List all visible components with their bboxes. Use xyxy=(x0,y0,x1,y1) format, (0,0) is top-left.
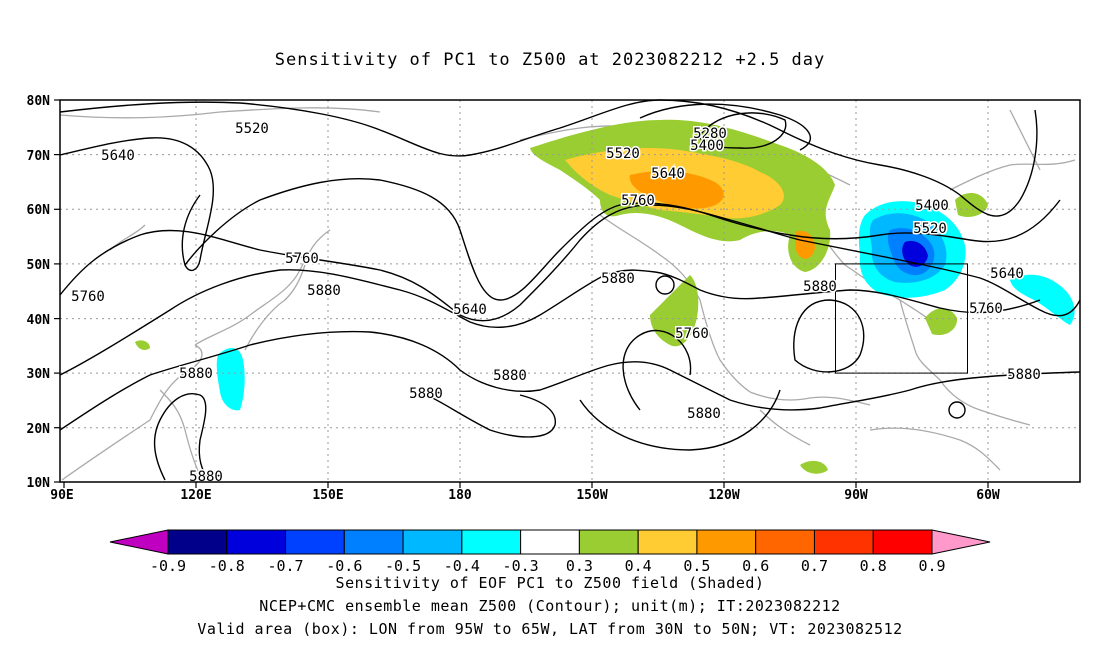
contour-label: 5880 xyxy=(493,368,527,384)
colorbar-label: -0.5 xyxy=(385,557,421,575)
lon-label: 180 xyxy=(448,488,472,503)
contour-label: 5520 xyxy=(913,221,947,237)
lat-label: 10N xyxy=(27,476,51,491)
contour-label: 5640 xyxy=(453,302,487,318)
lon-label: 120W xyxy=(708,488,739,503)
contour-label: 5880 xyxy=(409,386,443,402)
colorbar-label: 0.3 xyxy=(566,557,593,575)
lon-label: 120E xyxy=(180,488,211,503)
contour-label: 5400 xyxy=(690,138,724,154)
contour-label: 5760 xyxy=(71,289,105,305)
grid-lines xyxy=(60,100,1080,482)
colorbar-label: -0.8 xyxy=(209,557,245,575)
contour-label: 5760 xyxy=(285,251,319,267)
lon-label: 60W xyxy=(976,488,1000,503)
caption-valid-area: Valid area (box): LON from 95W to 65W, L… xyxy=(197,620,903,638)
colorbar-label: 0.4 xyxy=(625,557,652,575)
colorbar-swatch xyxy=(343,529,404,555)
colorbar-swatch xyxy=(226,529,287,555)
lat-label: 40N xyxy=(27,313,51,328)
contour-label: 5760 xyxy=(621,193,655,209)
colorbar-label: 0.9 xyxy=(918,557,945,575)
lon-label: 150E xyxy=(312,488,343,503)
lat-label: 20N xyxy=(27,422,51,437)
contour-label: 5640 xyxy=(651,166,685,182)
lon-label: 90E xyxy=(50,488,73,503)
lon-label: 90W xyxy=(844,488,868,503)
colorbar-swatch xyxy=(637,529,698,555)
colorbar-label: 0.6 xyxy=(742,557,769,575)
sensitivity-shading xyxy=(135,119,1075,474)
lon-label: 150W xyxy=(576,488,607,503)
colorbar-label: 0.8 xyxy=(860,557,887,575)
valid-area-box xyxy=(835,263,968,374)
colorbar-swatch xyxy=(578,529,639,555)
contour-label: 5760 xyxy=(969,301,1003,317)
contour-label: 5520 xyxy=(235,121,269,137)
colorbar-swatch xyxy=(520,529,580,555)
colorbar-arrow-left xyxy=(109,529,169,555)
contour-label: 5880 xyxy=(179,366,213,382)
colorbar-label: -0.9 xyxy=(150,557,186,575)
colorbar-swatch xyxy=(872,529,933,555)
contour-label: 5880 xyxy=(307,283,341,299)
colorbar-swatch xyxy=(167,529,228,555)
colorbar-swatch xyxy=(285,529,345,555)
lat-label: 70N xyxy=(27,149,51,164)
caption-contour: NCEP+CMC ensemble mean Z500 (Contour); u… xyxy=(259,597,841,615)
lat-label: 50N xyxy=(27,258,51,273)
colorbar-arrow-right xyxy=(931,529,991,555)
colorbar-label: -0.4 xyxy=(444,557,480,575)
map-frame xyxy=(59,99,1081,483)
colorbar-swatch xyxy=(696,529,757,555)
colorbar-swatch xyxy=(461,529,522,555)
plot-title: Sensitivity of PC1 to Z500 at 2023082212… xyxy=(274,50,826,70)
contour-label: 5880 xyxy=(687,406,721,422)
contour-label: 5520 xyxy=(606,146,640,162)
contour-label: 5640 xyxy=(990,266,1024,282)
colorbar-label: -0.7 xyxy=(267,557,303,575)
contour-label: 5640 xyxy=(101,148,135,164)
colorbar-swatch xyxy=(813,529,874,555)
contour-label: 5880 xyxy=(601,271,635,287)
caption-shaded: Sensitivity of EOF PC1 to Z500 field (Sh… xyxy=(335,574,765,592)
lat-label: 60N xyxy=(27,203,51,218)
contour-label: 5400 xyxy=(915,198,949,214)
colorbar-label: -0.3 xyxy=(503,557,539,575)
colorbar: -0.9 -0.8 -0.7 -0.6 -0.5 -0.4 -0.3 0.3 0.4 0.5 0.6… xyxy=(109,529,991,575)
colorbar-swatch xyxy=(755,529,815,555)
axis-ticks xyxy=(54,99,989,488)
lat-label: 30N xyxy=(27,367,51,382)
contour-label: 5880 xyxy=(803,279,837,295)
colorbar-label: -0.6 xyxy=(326,557,362,575)
contour-label: 5760 xyxy=(675,326,709,342)
colorbar-swatch xyxy=(402,529,463,555)
colorbar-label: 0.5 xyxy=(683,557,710,575)
colorbar-label: 0.7 xyxy=(801,557,828,575)
lat-label: 80N xyxy=(27,94,51,109)
contour-label: 5280 xyxy=(693,126,727,142)
contour-label: 5880 xyxy=(1007,367,1041,383)
